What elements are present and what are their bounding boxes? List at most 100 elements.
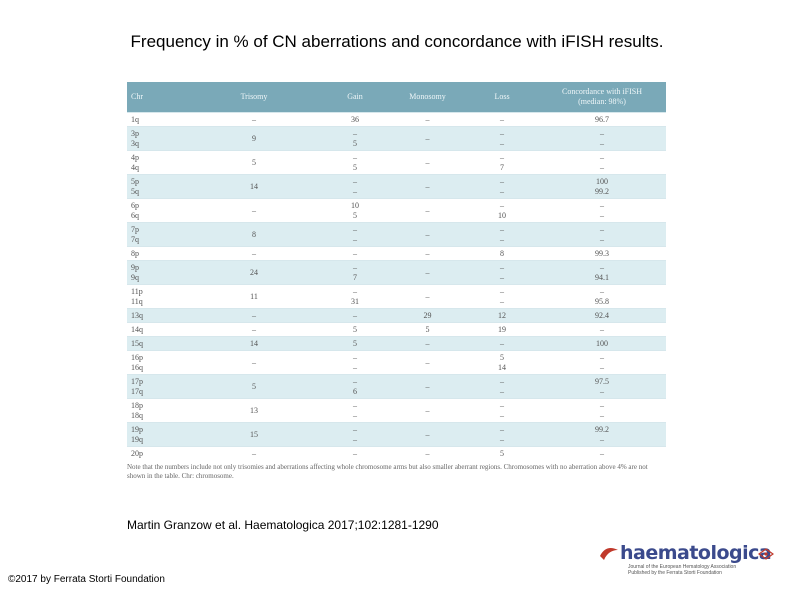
cell-concordance: 100 99.2 [538,174,666,199]
cell-gain: –31 [321,284,389,309]
cell-concordance-value: 94.1 [595,272,609,282]
cell-gain-value: – [353,176,357,186]
cell-gain-value: 5 [353,138,357,148]
cell-gain: 10 5 [321,198,389,223]
cell-monosomy: – [389,112,466,127]
cell-concordance: –94.1 [538,260,666,285]
cell-loss-value: – [500,434,504,444]
cell-monosomy: – [389,150,466,175]
cell-loss: – – [466,398,538,423]
cell-chr-value: 15q [131,338,143,348]
cell-loss: – – [466,374,538,399]
cell-loss: – – [466,222,538,247]
header-concordance-line1: Concordance with iFISH [562,87,642,96]
cell-chr-value: 6q [131,210,139,220]
cell-trisomy: – [187,350,321,375]
cell-trisomy: 15 [187,422,321,447]
header-chr: Chr [127,82,187,113]
cell-concordance: – – [538,222,666,247]
cell-chr-value: 17q [131,386,143,396]
cell-chr: 13q [127,308,187,323]
cell-trisomy: – [187,308,321,323]
cell-gain-value: – [353,362,357,372]
cell-chr: 19p 19q [127,422,187,447]
cell-gain: –5 [321,150,389,175]
cell-gain: – [321,446,389,460]
cell-concordance-value: – [600,224,604,234]
cell-concordance-value: – [600,234,604,244]
cell-trisomy: 14 [187,336,321,351]
cell-loss-value: – [500,376,504,386]
cell-monosomy: – [389,422,466,447]
cell-concordance-value: 99.2 [595,424,609,434]
cell-concordance-value: 99.3 [595,248,609,258]
cell-chr-value: 18p [131,400,143,410]
cell-loss: –7 [466,150,538,175]
cell-concordance-value: 92.4 [595,310,609,320]
table-row: 1q – 36 – – 96.7 [127,112,666,127]
table-row: 19p 19q 15– – – – –99.2– [127,422,666,447]
table-row: 20p – – – 5 – [127,446,666,460]
cell-concordance: 96.7 [538,112,666,127]
cell-chr: 4p 4q [127,150,187,175]
cell-gain: – – [321,174,389,199]
cell-gain: 5 [321,322,389,337]
cell-chr-value: 20p [131,448,143,458]
cell-loss: – – [466,260,538,285]
cell-concordance-value: 95.8 [595,296,609,306]
cell-concordance-value: – [600,152,604,162]
cell-loss-value: – [500,386,504,396]
cell-chr-value: 16p [131,352,143,362]
cell-trisomy: – [187,322,321,337]
cell-gain-value: 10 [351,200,359,210]
cell-loss-value: – [500,114,504,124]
cell-gain-value: 5 [353,210,357,220]
cell-loss: 8 [466,246,538,261]
cell-trisomy: 11 [187,284,321,309]
cell-gain-value: 5 [353,338,357,348]
cell-loss-value: – [500,296,504,306]
cell-concordance: 97.5– [538,374,666,399]
cell-chr-value: 5q [131,186,139,196]
cell-chr: 5p 5q [127,174,187,199]
cell-loss-value: – [500,286,504,296]
cell-concordance-value: – [600,210,604,220]
cell-loss-value: 12 [498,310,506,320]
cell-chr-value: 7q [131,234,139,244]
table-row: 3p 3q 9–5– – – – – [127,126,666,151]
header-concordance: Concordance with iFISH (median: 98%) [538,82,666,113]
frequency-table-container: Chr Trisomy Gain Monosomy Loss Concordan… [127,82,666,481]
cell-monosomy: – [389,126,466,151]
table-header-row: Chr Trisomy Gain Monosomy Loss Concordan… [127,82,666,113]
table-row: 6p 6q –10 5– –10– – [127,198,666,223]
cell-loss: 5 14 [466,350,538,375]
cell-trisomy: 9 [187,126,321,151]
header-trisomy: Trisomy [187,82,321,113]
cell-loss-value: 14 [498,362,506,372]
cell-concordance: – – [538,350,666,375]
cell-trisomy: 5 [187,150,321,175]
cell-monosomy: – [389,398,466,423]
cell-trisomy: 24 [187,260,321,285]
cell-concordance-value: – [600,128,604,138]
header-monosomy: Monosomy [389,82,466,113]
cell-monosomy: 29 [389,308,466,323]
cell-concordance: 99.2– [538,422,666,447]
cell-trisomy: 8 [187,222,321,247]
cell-concordance-value: – [600,138,604,148]
cell-gain: –6 [321,374,389,399]
cell-concordance: – [538,446,666,460]
cell-concordance-value: – [600,200,604,210]
cell-gain-value: – [353,376,357,386]
cell-chr: 8p [127,246,187,261]
cell-gain-value: – [353,152,357,162]
cell-concordance-value: – [600,400,604,410]
cell-concordance: – – [538,398,666,423]
cell-gain: – – [321,222,389,247]
cell-concordance-value: – [600,362,604,372]
cell-loss-value: – [500,262,504,272]
cell-trisomy: 5 [187,374,321,399]
table-row: 9p 9q 24–7– – – –94.1 [127,260,666,285]
cell-loss-value: – [500,400,504,410]
cell-gain: 36 [321,112,389,127]
